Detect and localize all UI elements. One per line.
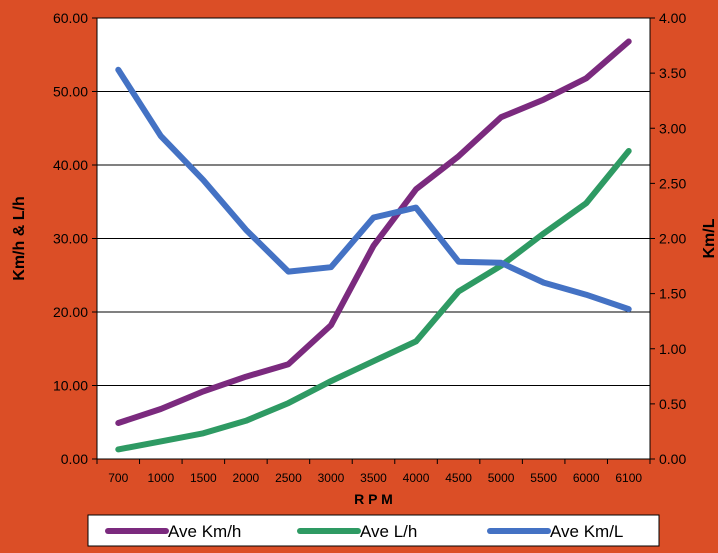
legend-label: Ave L/h (360, 522, 417, 541)
y-right-tick-label: 0.00 (659, 451, 686, 467)
x-tick-label: 2500 (275, 471, 302, 485)
series-line-ave-km-h (115, 38, 632, 426)
y-left-tick-label: 20.00 (53, 304, 88, 320)
legend-label: Ave Km/L (550, 522, 623, 541)
y-right-tick-label: 0.50 (659, 396, 686, 412)
legend-label: Ave Km/h (168, 522, 241, 541)
y-left-axis-title: Km/h & L/h (11, 196, 28, 280)
y-right-axis-title: Km/L (701, 218, 718, 258)
y-left-tick-label: 10.00 (53, 378, 88, 394)
y-left-tick-label: 30.00 (53, 231, 88, 247)
x-tick-label: 4500 (445, 471, 472, 485)
x-tick-label: 2000 (233, 471, 260, 485)
x-tick-label: 1000 (147, 471, 174, 485)
x-tick-label: 5000 (488, 471, 515, 485)
y-left-tick-label: 60.00 (53, 10, 88, 26)
x-tick-label: 6000 (573, 471, 600, 485)
x-tick-label: 3500 (360, 471, 387, 485)
x-tick-label: 700 (108, 471, 128, 485)
y-right-tick-label: 1.50 (659, 286, 686, 302)
x-tick-label: 4000 (403, 471, 430, 485)
y-right-tick-label: 1.00 (659, 341, 686, 357)
x-tick-label: 3000 (318, 471, 345, 485)
series-line-ave-l-h (115, 148, 632, 453)
y-left-tick-label: 0.00 (61, 451, 88, 467)
x-tick-label: 1500 (190, 471, 217, 485)
y-right-tick-label: 2.50 (659, 175, 686, 191)
series-line-ave-km-l (115, 66, 632, 313)
y-left-tick-label: 40.00 (53, 157, 88, 173)
legend-box (87, 514, 660, 547)
y-right-tick-label: 2.00 (659, 231, 686, 247)
y-right-tick-label: 4.00 (659, 10, 686, 26)
y-left-tick-label: 50.00 (53, 84, 88, 100)
x-tick-label: 6100 (615, 471, 642, 485)
y-right-tick-label: 3.50 (659, 65, 686, 81)
x-tick-label: 5500 (530, 471, 557, 485)
y-right-tick-label: 3.00 (659, 120, 686, 136)
x-axis-title: R P M (354, 491, 393, 507)
